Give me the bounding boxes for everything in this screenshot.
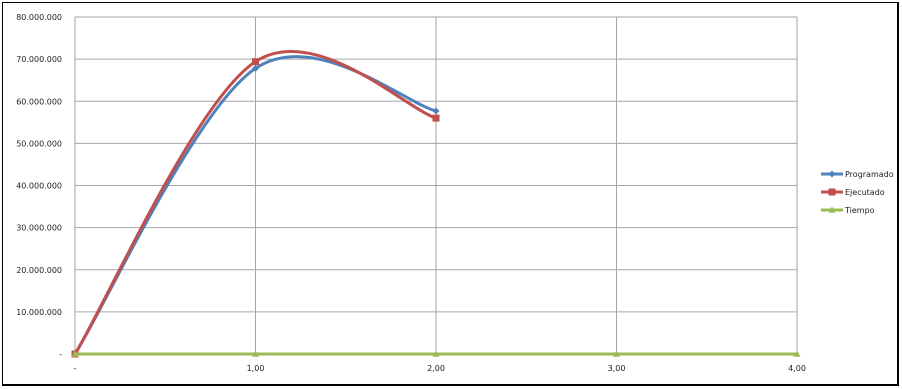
- data-point-tiempo: [793, 350, 801, 357]
- y-tick-label: 30.000.000: [16, 224, 62, 233]
- y-axis-tick-labels: - 10.000.000 20.000.000 30.000.000 40.000.00…: [16, 13, 62, 359]
- x-tick-label: 3,00: [608, 364, 626, 373]
- data-point-ejecutado: [432, 114, 440, 122]
- y-tick-label: 10.000.000: [16, 308, 62, 317]
- y-tick-label: 60.000.000: [16, 97, 62, 106]
- y-tick-label: -: [59, 350, 62, 359]
- legend-label-ejecutado: Ejecutado: [845, 188, 885, 197]
- x-tick-label: 2,00: [427, 364, 445, 373]
- data-point-tiempo: [252, 350, 259, 357]
- legend-label-tiempo: Tiempo: [844, 206, 875, 215]
- y-tick-label: 50.000.000: [16, 139, 62, 148]
- x-tick-label: -: [74, 364, 77, 373]
- legend-marker-tiempo: [828, 206, 836, 213]
- y-tick-label: 40.000.000: [16, 182, 62, 191]
- y-tick-label: 70.000.000: [16, 55, 62, 64]
- y-tick-label: 20.000.000: [16, 266, 62, 275]
- x-tick-label: 1,00: [247, 364, 265, 373]
- data-point-programado: [432, 107, 440, 115]
- data-point-tiempo: [432, 350, 440, 357]
- data-point-tiempo: [613, 350, 620, 357]
- series-line-ejecutado: [73, 49, 438, 356]
- gridlines: [75, 16, 798, 354]
- legend-label-programado: Programado: [845, 170, 894, 179]
- data-point-ejecutado: [252, 58, 259, 66]
- legend-marker-programado: [828, 170, 836, 178]
- data-point-tiempo: [71, 350, 79, 357]
- series-group: [71, 49, 801, 358]
- data-point-programado: [252, 64, 259, 72]
- x-tick-label: 4,00: [788, 364, 806, 373]
- y-tick-label: 80.000.000: [16, 13, 62, 22]
- legend: Programado Ejecutado Tiempo: [821, 170, 894, 215]
- legend-marker-ejecutado: [828, 188, 836, 196]
- x-axis-tick-labels: - 1,00 2,00 3,00 4,00: [74, 364, 806, 373]
